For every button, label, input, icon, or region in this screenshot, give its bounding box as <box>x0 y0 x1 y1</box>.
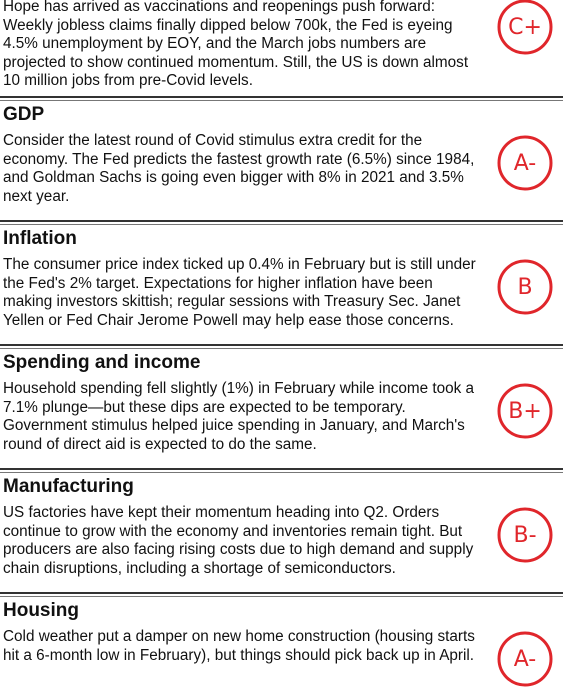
grade-circle <box>497 383 553 439</box>
divider <box>0 592 563 594</box>
section-body: Consider the latest round of Covid stimu… <box>3 132 475 205</box>
grade: A- <box>514 151 537 176</box>
grade-badge: C+ <box>497 0 553 55</box>
section-body: Cold weather put a damper on new home co… <box>3 628 475 664</box>
grade: B- <box>513 523 536 548</box>
divider <box>0 344 563 346</box>
divider <box>0 348 563 349</box>
divider <box>0 220 563 222</box>
grade: A- <box>514 647 537 672</box>
divider <box>0 596 563 597</box>
divider <box>0 224 563 225</box>
grade: B <box>517 275 532 300</box>
section-title: Manufacturing <box>3 476 134 497</box>
intro-body: Hope has arrived as vaccinations and reo… <box>3 0 469 90</box>
grade-circle <box>497 507 553 563</box>
grade-circle <box>497 259 553 315</box>
grade-badge: B- <box>497 507 553 563</box>
section-title: Inflation <box>3 228 77 249</box>
section-body: The consumer price index ticked up 0.4% … <box>3 256 476 329</box>
section-body: Household spending fell slightly (1%) in… <box>3 380 475 453</box>
grade-badge: B+ <box>497 383 553 439</box>
section-title: Housing <box>3 600 79 621</box>
divider <box>0 96 563 98</box>
grade-badge: A- <box>497 631 553 687</box>
grade-badge: B <box>497 259 553 315</box>
divider <box>0 472 563 473</box>
grade: B+ <box>508 399 542 424</box>
grade: C+ <box>508 15 542 40</box>
section-title: GDP <box>3 104 45 125</box>
grade-badge: A- <box>497 135 553 191</box>
divider <box>0 100 563 101</box>
divider <box>0 468 563 470</box>
section-title: Spending and income <box>3 352 201 373</box>
grade-circle <box>497 135 553 191</box>
section-body: US factories have kept their momentum he… <box>3 504 474 577</box>
